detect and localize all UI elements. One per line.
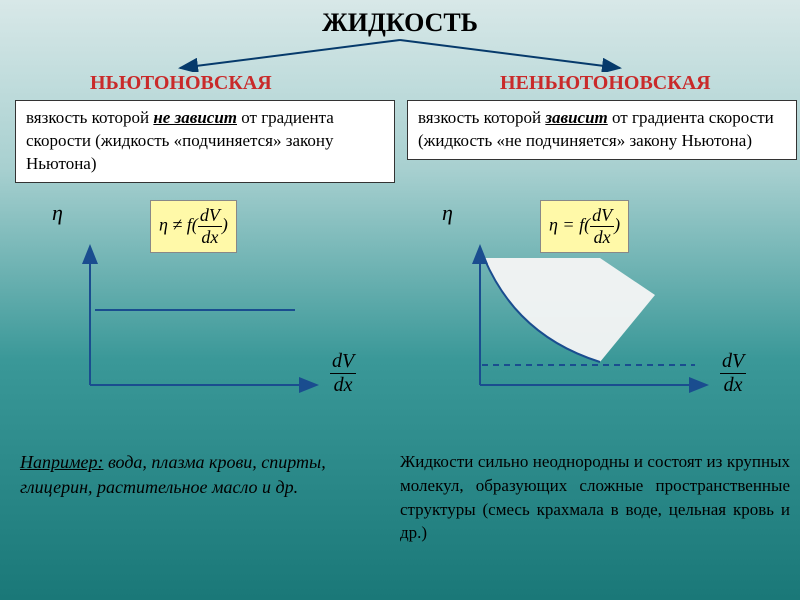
footer-newtonian: Например: вода, плазма крови, спирты, гл… — [20, 450, 385, 500]
xlabel-right-den: dx — [720, 374, 746, 397]
formula-left-post: ) — [222, 215, 228, 235]
eta-left: η — [52, 200, 63, 226]
desc-nonnewtonian: вязкость которой зависит от градиента ск… — [407, 100, 797, 160]
desc-newtonian: вязкость которой не зависит от градиента… — [15, 100, 395, 183]
chart-nonnewtonian: η η = f(dVdx) dVdx — [420, 200, 790, 410]
formula-left-num: dV — [198, 205, 222, 227]
page-title: ЖИДКОСТЬ — [322, 8, 478, 38]
desc-left-em: не зависит — [153, 108, 237, 127]
chart-newtonian: η η ≠ f(dVdx) dVdx — [30, 200, 400, 410]
footer-left-lead: Например: — [20, 452, 103, 472]
formula-right-pre: η = f( — [549, 215, 590, 235]
formula-right-num: dV — [590, 205, 614, 227]
branch-arrows — [140, 38, 660, 72]
desc-right-em: зависит — [545, 108, 607, 127]
xlabel-left: dVdx — [330, 350, 356, 397]
xlabel-right-num: dV — [720, 350, 746, 374]
formula-right-post: ) — [614, 215, 620, 235]
xlabel-right: dVdx — [720, 350, 746, 397]
chart-left-svg — [70, 240, 330, 400]
xlabel-left-num: dV — [330, 350, 356, 374]
chart-right-svg — [460, 240, 720, 400]
desc-left-pre: вязкость которой — [26, 108, 153, 127]
formula-left-pre: η ≠ f( — [159, 215, 198, 235]
desc-right-pre: вязкость которой — [418, 108, 545, 127]
footer-nonnewtonian: Жидкости сильно неоднородны и состоят из… — [400, 450, 790, 545]
xlabel-left-den: dx — [330, 374, 356, 397]
subtitle-nonnewtonian: НЕНЬЮТОНОВСКАЯ — [500, 72, 711, 95]
subtitle-newtonian: НЬЮТОНОВСКАЯ — [90, 72, 272, 95]
eta-right: η — [442, 200, 453, 226]
